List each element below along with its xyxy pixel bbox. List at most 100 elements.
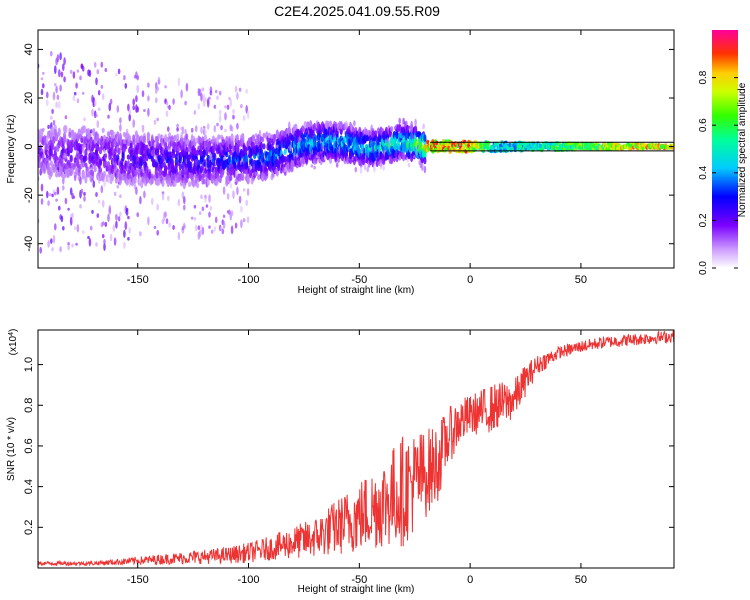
spectrogram-cell — [234, 164, 238, 172]
spectrogram-speckle — [62, 185, 65, 191]
spectrogram-cell — [92, 151, 96, 161]
spectrogram-speckle — [139, 231, 142, 237]
spectrogram-speckle — [193, 204, 197, 209]
spectrogram-speckle — [230, 225, 234, 235]
spectrogram-cell — [52, 136, 56, 144]
spectrogram-speckle — [73, 226, 77, 231]
spectrogram-speckle — [206, 180, 210, 185]
spectrogram-cell — [57, 127, 61, 137]
spectrogram-cell — [294, 123, 298, 131]
spectrogram-speckle — [117, 68, 121, 75]
spectrogram-speckle — [109, 233, 113, 242]
spectrogram-cell — [310, 139, 314, 148]
spectrogram-speckle — [96, 213, 100, 218]
spectrogram-speckle — [176, 127, 179, 131]
spectrogram-cell — [226, 170, 230, 176]
spectrogram-speckle — [193, 110, 197, 115]
spectrogram-speckle — [88, 69, 92, 78]
spectrogram-speckle — [224, 112, 227, 121]
spectrogram-speckle — [92, 180, 96, 188]
spectrogram-speckle — [87, 235, 90, 240]
spectrogram-speckle — [313, 165, 316, 170]
spectrogram-cell — [63, 172, 67, 179]
spectrogram-speckle — [230, 125, 234, 132]
spectrogram-speckle — [141, 127, 145, 133]
spectrogram-cell — [261, 136, 265, 143]
spectrogram-speckle — [47, 200, 50, 207]
spectrogram-speckle — [89, 129, 93, 134]
spectrogram-cell — [259, 164, 263, 174]
spectrogram-speckle — [117, 216, 121, 222]
spectrogram-cell — [254, 170, 258, 177]
spectrogram-speckle — [165, 110, 169, 117]
spectrogram-cell — [148, 171, 152, 180]
spectrogram-cell — [394, 142, 398, 151]
spectrogram-cell — [158, 168, 162, 177]
spectrogram-speckle — [107, 114, 110, 119]
spectrogram-speckle — [135, 95, 138, 103]
spectrogram-speckle — [206, 123, 210, 130]
spectrogram-speckle — [284, 171, 287, 176]
spectrogram-cell — [165, 145, 169, 152]
spectrogram-cell — [241, 172, 245, 182]
snr-x-tick-label: 0 — [467, 574, 473, 586]
spectrogram-cell — [165, 136, 169, 143]
spectrogram-cell — [166, 179, 170, 188]
spectrogram-cell — [89, 139, 93, 146]
spectrogram-speckle — [39, 246, 42, 254]
spectrogram-cell — [133, 176, 137, 184]
spectrogram-speckle — [156, 203, 159, 211]
spectrogram-cell — [68, 131, 72, 138]
spectrogram-speckle — [224, 105, 227, 109]
spectrogram-speckle — [97, 199, 101, 204]
spectrogram-speckle — [232, 190, 235, 200]
spectrogram-speckle — [132, 105, 135, 111]
spectrogram-cell — [202, 178, 206, 185]
spectrogram-speckle — [201, 206, 205, 212]
spectrogram-speckle — [345, 120, 348, 128]
spectrogram-cell — [101, 127, 105, 133]
spectrogram-cell — [192, 179, 196, 188]
spectrogram-speckle — [91, 178, 94, 182]
spectrogram-speckle — [413, 155, 416, 159]
spectrogram-speckle — [52, 91, 56, 101]
spectrogram-speckle — [181, 229, 185, 233]
spectrogram-speckle — [112, 224, 116, 232]
spectrogram-speckle — [115, 72, 118, 77]
spectrogram-cell — [106, 131, 111, 137]
spectrogram-y-axis-label: Frequency (Hz) — [6, 115, 17, 184]
spectrogram-cell — [90, 174, 95, 180]
spectrogram-x-tick-label: 0 — [467, 274, 473, 286]
spectrogram-speckle — [81, 230, 85, 234]
spectrogram-cell — [440, 143, 444, 148]
spectrogram-speckle — [59, 246, 62, 253]
spectrogram-cell — [423, 134, 427, 142]
spectrogram-speckle — [113, 191, 117, 196]
spectrogram-y-tick-label: -40 — [23, 236, 35, 252]
spectrogram-cell — [267, 154, 271, 163]
spectrogram-speckle — [220, 125, 223, 131]
spectrogram-speckle — [95, 242, 98, 247]
spectrogram-speckle — [100, 61, 104, 68]
spectrogram-cell — [444, 146, 448, 152]
spectrogram-speckle — [67, 242, 70, 246]
spectrogram-speckle — [335, 162, 339, 168]
spectrogram-cell — [98, 158, 103, 166]
spectrogram-speckle — [228, 138, 231, 145]
spectrogram-speckle — [210, 229, 214, 234]
spectrogram-speckle — [165, 101, 169, 106]
spectrogram-speckle — [222, 220, 226, 229]
spectrogram-speckle — [236, 92, 239, 100]
spectrogram-cell — [374, 130, 378, 136]
spectrogram-ticks: -150 -100 -50 0 50 -40 -20 0 20 40 — [23, 30, 674, 286]
spectrogram-speckle — [125, 209, 129, 216]
spectrogram-cell — [328, 120, 333, 127]
spectrogram-speckle — [63, 76, 66, 83]
spectrogram-speckle — [123, 241, 126, 249]
spectrogram-speckle — [135, 186, 138, 195]
spectrogram-speckle — [50, 115, 53, 120]
colorbar-tick-label: 0.8 — [698, 70, 709, 84]
spectrogram-cells — [38, 50, 674, 254]
spectrogram-cell — [126, 154, 130, 160]
